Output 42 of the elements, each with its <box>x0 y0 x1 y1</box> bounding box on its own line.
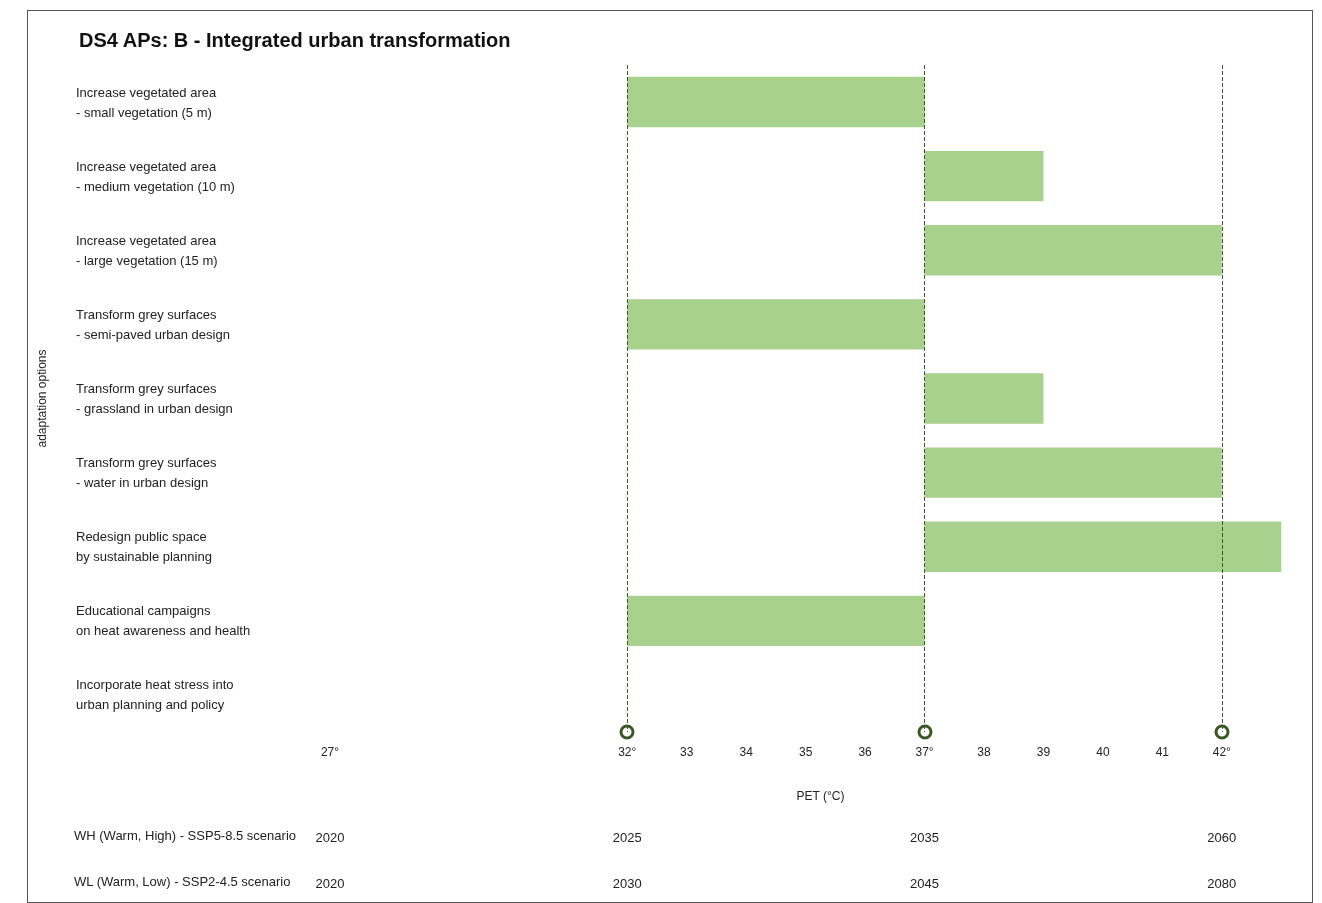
bar <box>627 299 925 350</box>
bar <box>924 150 1044 202</box>
x-tick-label: 40 <box>1096 745 1110 759</box>
x-tick-label: 41 <box>1155 745 1170 759</box>
text: WL (Warm, Low) - SSP2-4.5 scenario <box>74 874 291 889</box>
text: 2020 <box>315 829 345 845</box>
y-tick-label: Increase vegetated area - large vegetation (15 m) <box>76 232 218 268</box>
bar <box>627 595 925 647</box>
y-tick-label: Educational campaigns on heat awareness and health <box>76 603 251 639</box>
x-tick-label: 32° <box>618 745 637 759</box>
y-tick-label: Increase vegetated area - small vegetation (5 m) <box>76 84 217 120</box>
y-tick-label: Redesign public space by sustainable planning <box>76 529 212 565</box>
y-tick-label: Transform grey surfaces - water in urban design <box>76 455 217 491</box>
x-tick-label: 34 <box>739 745 754 759</box>
y-tick-label: Transform grey surfaces - grassland in urban design <box>76 381 233 416</box>
y-axis-title: adaptation options <box>35 349 49 448</box>
text: 2025 <box>612 829 642 845</box>
text: 2035 <box>910 829 940 845</box>
bar <box>924 521 1282 572</box>
bar <box>924 225 1222 276</box>
x-tick-label: 35 <box>798 745 813 759</box>
bar <box>924 447 1222 498</box>
bar <box>924 373 1044 424</box>
chart-title: DS4 APs: B - Integrated urban transformation <box>79 29 511 51</box>
text: 2080 <box>1207 875 1237 891</box>
x-tick-label: 37° <box>915 745 934 759</box>
text: 2020 <box>315 875 345 891</box>
x-tick-label: 36 <box>858 745 873 759</box>
x-tick-label: 27° <box>320 745 340 759</box>
text: 2060 <box>1207 829 1237 845</box>
bar <box>627 76 925 128</box>
text: 2030 <box>612 875 642 891</box>
y-tick-label: Transform grey surfaces - semi-paved urban design <box>76 306 230 342</box>
x-axis-title: PET (°C) <box>796 789 845 803</box>
x-tick-label: 33 <box>680 745 694 759</box>
text: WH (Warm, High) - SSP5-8.5 scenario <box>74 828 297 843</box>
x-tick-label: 38 <box>977 745 991 759</box>
x-tick-label: 42° <box>1212 745 1232 759</box>
y-tick-label: Incorporate heat stress into urban planning and policy <box>76 677 234 713</box>
y-tick-label: Increase vegetated area - medium vegetation (10 m) <box>76 158 235 194</box>
text: 2045 <box>910 875 940 891</box>
x-tick-label: 39 <box>1036 745 1051 759</box>
